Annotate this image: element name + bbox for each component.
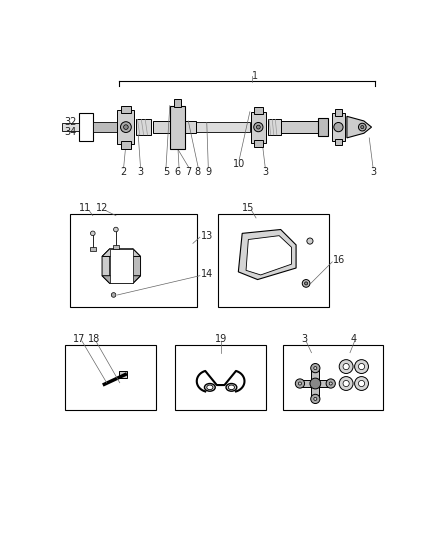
Polygon shape [102, 249, 110, 284]
Bar [136, 119, 151, 135]
Text: 3: 3 [301, 334, 307, 344]
Text: 3: 3 [262, 167, 268, 177]
Circle shape [329, 382, 332, 385]
Text: 18: 18 [88, 334, 100, 344]
Text: 16: 16 [333, 255, 345, 265]
Text: 4: 4 [351, 334, 357, 344]
Bar [283, 345, 383, 410]
Circle shape [358, 123, 366, 131]
Ellipse shape [207, 385, 213, 390]
Circle shape [339, 377, 353, 391]
Bar [153, 121, 171, 133]
Bar [110, 249, 133, 284]
Bar [170, 106, 185, 149]
Text: 14: 14 [201, 269, 213, 279]
Circle shape [111, 293, 116, 297]
Circle shape [358, 381, 364, 386]
Text: 11: 11 [79, 203, 91, 213]
Polygon shape [133, 249, 141, 284]
Bar [254, 107, 263, 114]
Text: 3: 3 [138, 167, 144, 177]
Circle shape [91, 231, 95, 236]
Circle shape [314, 367, 317, 370]
Polygon shape [246, 236, 291, 275]
Bar [175, 345, 266, 410]
Polygon shape [102, 276, 141, 284]
Text: 6: 6 [174, 167, 180, 177]
Bar [268, 119, 282, 135]
Circle shape [339, 360, 353, 374]
Bar [62, 123, 79, 131]
Circle shape [310, 378, 321, 389]
Text: 3: 3 [370, 167, 376, 177]
Circle shape [113, 227, 118, 232]
Text: 12: 12 [96, 203, 108, 213]
Bar [113, 245, 119, 249]
Circle shape [358, 364, 364, 370]
Circle shape [314, 398, 317, 400]
Bar [335, 109, 342, 116]
Text: 17: 17 [73, 334, 85, 344]
Bar [300, 379, 331, 387]
Circle shape [355, 360, 368, 374]
Text: 13: 13 [201, 231, 213, 241]
Bar [90, 247, 96, 251]
Text: 1: 1 [252, 71, 258, 81]
Ellipse shape [226, 384, 237, 391]
Bar [311, 368, 319, 399]
Bar [254, 140, 263, 147]
Bar [120, 106, 131, 113]
Circle shape [334, 123, 343, 132]
Text: 9: 9 [205, 167, 212, 177]
Circle shape [311, 394, 320, 403]
Circle shape [254, 123, 263, 132]
Circle shape [304, 282, 307, 285]
Bar [251, 112, 266, 142]
Bar [93, 122, 120, 133]
Circle shape [120, 122, 131, 133]
Ellipse shape [205, 384, 215, 391]
Bar [282, 121, 320, 133]
Ellipse shape [228, 385, 234, 390]
Polygon shape [347, 116, 371, 138]
Bar [185, 121, 196, 133]
Text: 15: 15 [242, 203, 254, 213]
Bar [117, 110, 134, 144]
Polygon shape [102, 249, 141, 256]
Text: 32: 32 [64, 117, 77, 127]
Bar [119, 372, 127, 377]
Circle shape [307, 238, 313, 244]
Circle shape [298, 382, 301, 385]
Circle shape [311, 364, 320, 373]
Polygon shape [238, 230, 296, 280]
Bar [218, 214, 329, 306]
Text: 10: 10 [233, 159, 245, 169]
Circle shape [343, 381, 349, 386]
Bar [335, 139, 342, 145]
Circle shape [326, 379, 336, 388]
Circle shape [124, 125, 128, 130]
Bar [65, 345, 156, 410]
Text: 7: 7 [185, 167, 191, 177]
Circle shape [343, 364, 349, 370]
Bar [173, 99, 181, 107]
Bar [196, 123, 250, 132]
Text: 2: 2 [120, 167, 127, 177]
Circle shape [361, 126, 364, 128]
Text: 8: 8 [194, 167, 201, 177]
Circle shape [355, 377, 368, 391]
Bar [120, 141, 131, 149]
Circle shape [256, 125, 260, 129]
Bar [332, 113, 346, 141]
Circle shape [295, 379, 304, 388]
Bar [79, 113, 93, 141]
Text: 5: 5 [163, 167, 169, 177]
Text: 19: 19 [215, 334, 227, 344]
Text: 34: 34 [64, 127, 77, 137]
Circle shape [302, 280, 310, 287]
Bar [70, 214, 197, 306]
Bar [318, 118, 328, 136]
